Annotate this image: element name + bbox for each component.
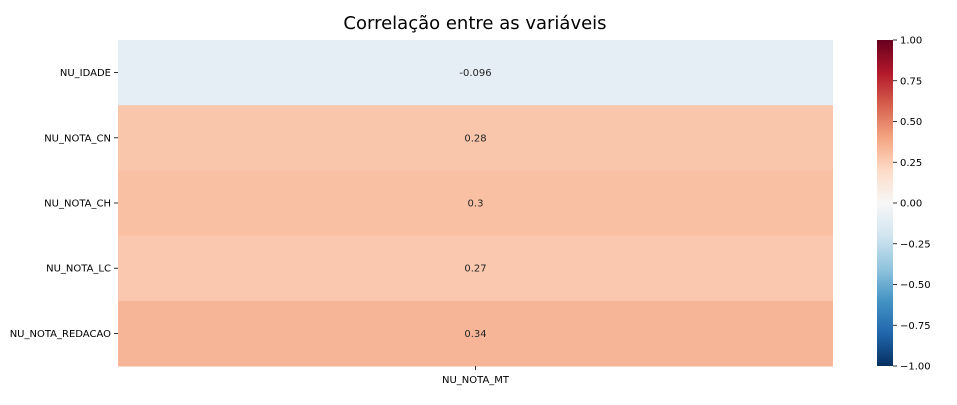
colorbar-tick-label: 0.25 <box>900 158 922 169</box>
heatmap-cell <box>118 40 833 106</box>
colorbar: 1.00 0.75 0.50 0.25 0.00 −0.25 −0.50 −0.75 −1.00 <box>877 36 931 373</box>
heatmap-cell <box>118 300 833 367</box>
y-tick-label: NU_NOTA_CN <box>44 133 111 144</box>
y-tick-label: NU_NOTA_CH <box>44 199 111 210</box>
colorbar-tick-label: −0.50 <box>900 280 931 291</box>
y-tick-label: NU_NOTA_LC <box>46 264 111 275</box>
heatmap-cell <box>118 105 833 171</box>
chart-title: Correlação entre as variáveis <box>343 13 606 34</box>
colorbar-tick-label: 1.00 <box>900 36 922 47</box>
x-axis-tick-labels: NU_NOTA_MT <box>442 366 510 386</box>
cell-value-label: 0.27 <box>464 264 486 275</box>
heatmap-cells: -0.096 0.28 0.3 0.27 0.34 <box>118 40 833 367</box>
y-tick-label: NU_IDADE <box>60 68 111 79</box>
colorbar-tick-label: 0.00 <box>900 199 922 210</box>
colorbar-tick-label: 0.75 <box>900 76 922 87</box>
colorbar-gradient <box>877 40 893 366</box>
cell-value-label: -0.096 <box>459 68 491 79</box>
heatmap-cell <box>118 170 833 237</box>
y-axis-tick-labels: NU_IDADE NU_NOTA_CN NU_NOTA_CH NU_NOTA_LC NU… <box>10 68 118 340</box>
colorbar-tick-label: 0.50 <box>900 117 922 128</box>
colorbar-tick-label: −1.00 <box>900 362 931 373</box>
colorbar-tick-label: −0.25 <box>900 239 931 250</box>
colorbar-tick-label: −0.75 <box>900 321 931 332</box>
cell-value-label: 0.3 <box>468 199 484 210</box>
cell-value-label: 0.34 <box>464 329 486 340</box>
y-tick-label: NU_NOTA_REDACAO <box>10 329 111 340</box>
heatmap-cell <box>118 235 833 302</box>
cell-value-label: 0.28 <box>464 133 486 144</box>
x-tick-label: NU_NOTA_MT <box>442 375 510 386</box>
